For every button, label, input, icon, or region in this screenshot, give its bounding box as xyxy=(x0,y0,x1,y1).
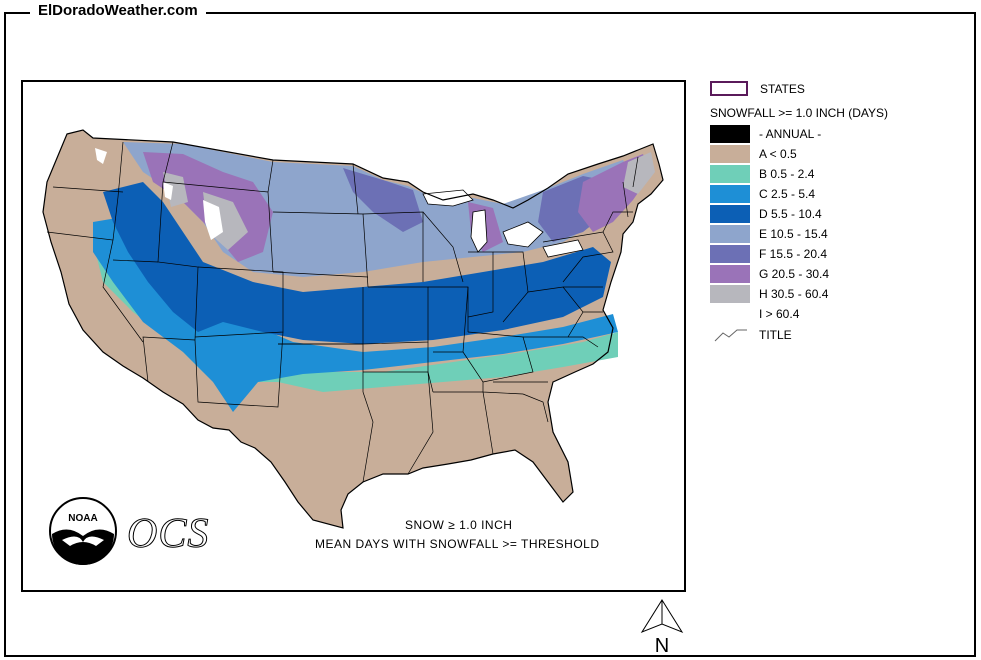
outer-frame xyxy=(4,12,976,657)
legend-swatch xyxy=(710,125,750,143)
legend-label: D 5.5 - 10.4 xyxy=(759,207,822,221)
legend-item: G 20.5 - 30.4 xyxy=(709,264,969,284)
legend-item: F 15.5 - 20.4 xyxy=(709,244,969,264)
band-f xyxy=(343,168,613,242)
legend-swatch xyxy=(710,305,750,323)
noaa-logo: NOAA xyxy=(49,497,117,565)
legend-heading: SNOWFALL >= 1.0 INCH (DAYS) xyxy=(710,106,889,120)
legend-label: B 0.5 - 2.4 xyxy=(759,167,815,181)
legend-swatch xyxy=(710,225,750,243)
legend-swatch xyxy=(710,205,750,223)
band-g xyxy=(143,152,651,262)
legend-label: H 30.5 - 60.4 xyxy=(759,287,829,301)
legend-item: E 10.5 - 15.4 xyxy=(709,224,969,244)
legend-label: - ANNUAL - xyxy=(759,127,822,141)
legend-item: A < 0.5 xyxy=(709,144,969,164)
legend-label: I > 60.4 xyxy=(759,307,800,321)
north-label: N xyxy=(655,635,669,656)
map-note-line2: MEAN DAYS WITH SNOWFALL >= THRESHOLD xyxy=(315,537,600,551)
title-line-icon xyxy=(714,329,747,342)
legend-item: H 30.5 - 60.4 xyxy=(709,284,969,304)
legend-swatch xyxy=(710,145,750,163)
legend-item: B 0.5 - 2.4 xyxy=(709,164,969,184)
noaa-text: NOAA xyxy=(68,513,97,524)
legend-item: D 5.5 - 10.4 xyxy=(709,204,969,224)
snowfall-map xyxy=(42,129,664,529)
legend-label: C 2.5 - 5.4 xyxy=(759,187,816,201)
legend-swatch xyxy=(710,185,750,203)
band-d xyxy=(103,182,611,344)
legend-label: A < 0.5 xyxy=(759,147,797,161)
legend-item: I > 60.4 xyxy=(709,304,969,324)
great-lakes xyxy=(422,189,584,258)
legend-item: - ANNUAL - xyxy=(709,124,969,144)
title-label: TITLE xyxy=(759,328,792,342)
legend-states-row: STATES xyxy=(709,80,969,102)
legend-swatch xyxy=(710,265,750,283)
legend-label: F 15.5 - 20.4 xyxy=(759,247,828,261)
legend-item: C 2.5 - 5.4 xyxy=(709,184,969,204)
legend-swatch xyxy=(710,245,750,263)
map-note-line1: SNOW ≥ 1.0 INCH xyxy=(405,518,513,532)
band-c xyxy=(93,212,618,412)
legend-label: E 10.5 - 15.4 xyxy=(759,227,828,241)
band-i xyxy=(95,148,223,240)
states-swatch xyxy=(710,81,748,96)
site-title: ElDoradoWeather.com xyxy=(30,2,206,19)
states-label: STATES xyxy=(760,82,805,96)
ocs-logo-text: OCS xyxy=(126,511,210,558)
legend-items: - ANNUAL - A < 0.5 B 0.5 - 2.4 C 2.5 - 5.4 D… xyxy=(709,124,969,324)
legend-label: G 20.5 - 30.4 xyxy=(759,267,830,281)
legend-title-row: TITLE xyxy=(709,324,969,346)
legend-swatch xyxy=(710,285,750,303)
map-panel xyxy=(21,80,686,592)
legend-swatch xyxy=(710,165,750,183)
north-arrow-icon: N xyxy=(640,599,684,656)
legend: STATES SNOWFALL >= 1.0 INCH (DAYS) - ANN… xyxy=(709,80,969,346)
state-lines xyxy=(42,129,664,529)
